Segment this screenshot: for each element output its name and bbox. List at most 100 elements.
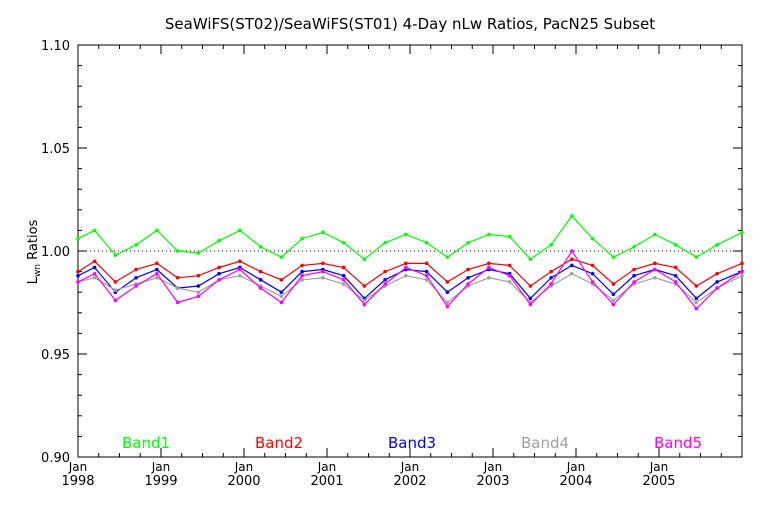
x-tick-month-label: Jan [317, 460, 337, 474]
data-point-band2 [715, 271, 719, 276]
data-point-band4 [238, 273, 242, 278]
x-tick-year-label: 2005 [642, 474, 675, 489]
data-point-band1 [134, 243, 138, 247]
data-point-band2 [632, 267, 636, 272]
chart-title: SeaWiFS(ST02)/SeaWiFS(ST01) 4-Day nLw Ra… [165, 15, 655, 33]
x-tick-month-label: Jan [400, 460, 420, 474]
data-point-band1 [76, 236, 80, 241]
data-point-band2 [196, 273, 201, 278]
data-point-band2 [134, 267, 138, 272]
data-point-band3 [92, 265, 97, 270]
legend-label-band4: Band4 [521, 434, 569, 452]
y-axis-label-rest: Ratios [26, 219, 41, 264]
legend-label-band5: Band5 [654, 434, 702, 452]
data-point-band2 [155, 261, 159, 266]
data-point-band4 [445, 300, 450, 305]
x-tick-year-label: 2000 [227, 474, 260, 489]
data-point-band3 [673, 273, 678, 278]
x-tick-year-label: 1999 [144, 474, 177, 489]
data-point-band2 [404, 261, 408, 266]
data-point-band1 [155, 228, 159, 233]
data-point-band2 [321, 261, 325, 266]
data-point-band5 [362, 302, 367, 307]
data-point-band5 [466, 282, 470, 286]
data-point-band5 [487, 265, 491, 270]
data-point-band5 [715, 286, 719, 290]
data-point-band1 [404, 232, 408, 237]
data-point-band3 [590, 271, 595, 276]
data-point-band1 [321, 230, 325, 235]
data-point-band1 [715, 243, 719, 247]
data-point-band5 [196, 294, 201, 299]
data-point-band1 [279, 255, 284, 259]
data-point-band2 [570, 257, 574, 262]
data-point-band5 [341, 278, 346, 282]
data-point-band2 [487, 261, 491, 266]
data-point-band2 [217, 265, 221, 270]
data-point-band2 [694, 284, 699, 288]
data-point-band4 [362, 298, 367, 303]
data-point-band4 [404, 273, 408, 278]
data-point-band1 [362, 257, 367, 262]
x-tick-month-label: Jan [566, 460, 586, 474]
data-point-band2 [466, 267, 470, 272]
legend-label-band1: Band1 [122, 434, 170, 452]
data-point-band5 [694, 306, 699, 311]
data-point-band4 [611, 298, 616, 303]
data-point-band4 [653, 275, 657, 280]
data-point-band3 [76, 273, 80, 278]
data-point-band2 [611, 282, 616, 286]
data-point-band3 [217, 271, 221, 276]
data-point-band5 [653, 267, 657, 272]
data-point-band5 [92, 271, 97, 276]
data-point-band4 [740, 273, 744, 278]
data-point-band5 [424, 273, 429, 278]
data-point-band3 [528, 296, 533, 301]
data-point-band1 [92, 228, 97, 233]
data-point-band4 [175, 286, 180, 290]
data-point-band1 [694, 255, 699, 259]
data-point-band5 [113, 298, 118, 303]
data-point-band2 [300, 263, 304, 268]
data-point-band1 [238, 228, 242, 233]
plot-area: 0.900.951.001.051.10Jan1998Jan1999Jan200… [41, 39, 744, 489]
data-point-band3 [715, 280, 719, 284]
x-tick-year-label: 2002 [393, 474, 426, 489]
data-point-band3 [611, 292, 616, 297]
data-point-band2 [445, 280, 450, 284]
data-point-band3 [155, 267, 159, 272]
data-point-band3 [424, 269, 429, 274]
data-point-band2 [673, 265, 678, 270]
data-point-band4 [507, 280, 512, 284]
data-point-band2 [92, 259, 97, 264]
data-point-band5 [258, 286, 263, 290]
data-point-band2 [383, 269, 387, 274]
data-point-band1 [113, 253, 118, 257]
data-point-band5 [404, 265, 408, 270]
legend-label-band3: Band3 [388, 434, 436, 452]
y-axis-label: Lwn Ratios [26, 219, 43, 284]
data-point-band3 [549, 275, 553, 280]
data-point-band5 [217, 278, 221, 282]
data-point-band5 [507, 273, 512, 278]
data-point-band5 [740, 269, 744, 274]
data-point-band1 [196, 251, 201, 255]
data-point-band2 [549, 269, 553, 274]
data-point-band1 [549, 243, 553, 247]
data-point-band2 [341, 265, 346, 270]
data-point-band1 [341, 240, 346, 245]
y-axis-label-main: L [26, 276, 41, 284]
x-tick-month-label: Jan [151, 460, 171, 474]
data-point-band2 [740, 261, 744, 266]
data-point-band4 [694, 300, 699, 305]
legend-label-band2: Band2 [255, 434, 303, 452]
y-tick-label: 0.90 [41, 451, 70, 466]
data-point-band3 [694, 296, 699, 301]
data-point-band1 [673, 243, 678, 247]
data-point-band2 [238, 259, 242, 264]
data-point-band5 [134, 284, 138, 288]
data-point-band1 [590, 236, 595, 241]
x-tick-month-label: Jan [483, 460, 503, 474]
data-point-band1 [507, 234, 512, 239]
